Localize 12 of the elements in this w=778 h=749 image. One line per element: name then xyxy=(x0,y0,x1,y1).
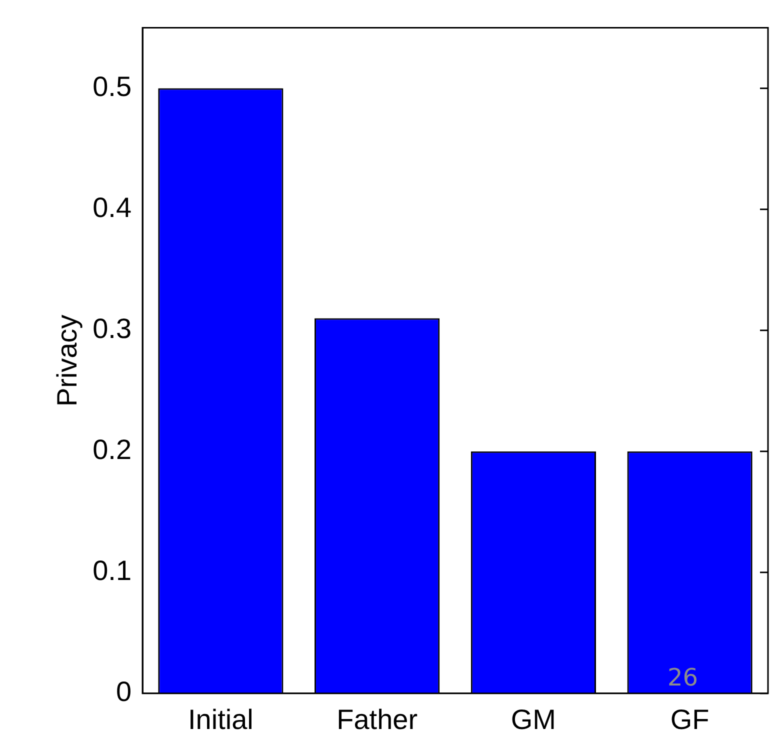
y-tick-label: 0.5 xyxy=(92,71,132,102)
y-axis-title: Privacy xyxy=(52,314,83,406)
annotation: 26 xyxy=(667,664,698,692)
y-tick-label: 0.4 xyxy=(92,192,132,224)
x-tick-label: Initial xyxy=(188,704,254,735)
y-tick-label: 0.3 xyxy=(92,313,132,344)
x-tick-label: GM xyxy=(510,704,556,735)
y-tick-label: 0.1 xyxy=(92,555,132,586)
y-tick-label: 0.2 xyxy=(92,434,132,466)
x-tick-label: GF xyxy=(670,704,710,735)
y-tick-label: 0 xyxy=(116,676,132,708)
x-tick-label: Father xyxy=(336,704,418,735)
